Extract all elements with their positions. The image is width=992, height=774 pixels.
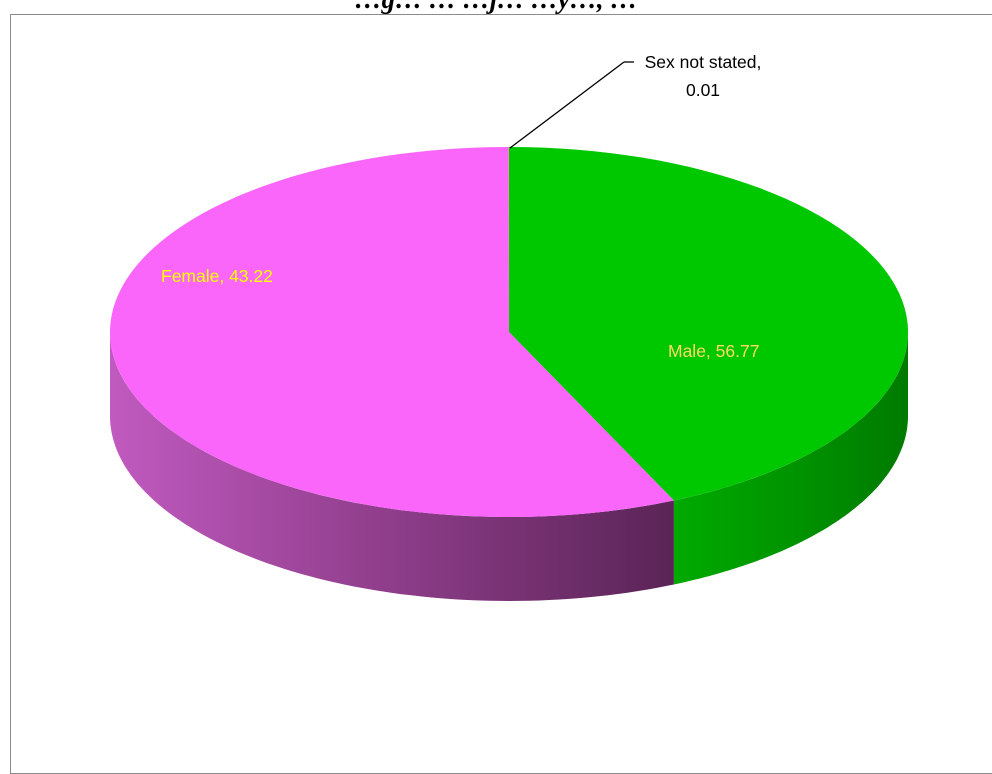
sex-not-stated-leader-line [510, 62, 624, 148]
slice-label-female: Female, 43.22 [161, 266, 273, 286]
slice-label-sex-not-stated-value: 0.01 [686, 80, 720, 100]
pie-top-layer [110, 147, 908, 517]
slice-label-male: Male, 56.77 [668, 341, 759, 361]
slice-label-sex-not-stated: Sex not stated, [645, 52, 762, 72]
